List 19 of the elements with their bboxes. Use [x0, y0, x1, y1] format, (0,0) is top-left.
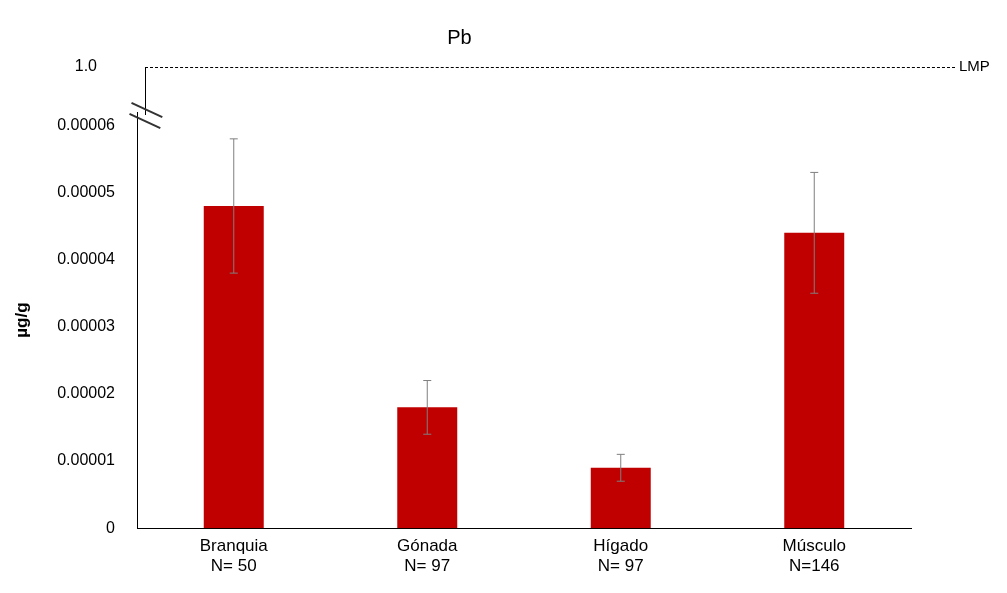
y-tick-label: 0.00006: [57, 115, 116, 133]
bar: [784, 232, 845, 529]
x-tick-label: Hígado N= 97: [593, 536, 649, 576]
text: 1.0: [74, 57, 98, 75]
y-tick-label: 0.00003: [57, 317, 116, 335]
y-tick-label: 0: [106, 518, 116, 536]
x-tick-label: Músculo N=146: [782, 536, 846, 576]
bar: [203, 205, 264, 529]
text: LMP: [959, 57, 990, 75]
y-tick-label: 0.00001: [57, 451, 116, 469]
y-axis-title: µg/g: [11, 302, 31, 338]
y-tick-label: 0.00005: [57, 182, 116, 200]
y-tick-label: 0.00004: [57, 250, 116, 268]
x-tick-label: Gónada N= 97: [397, 536, 459, 576]
bar: [397, 407, 458, 529]
chart-title: Pb: [447, 25, 472, 48]
y-tick-label: 0.00002: [57, 384, 116, 402]
x-tick-label: Branquia N= 50: [199, 536, 269, 576]
bar: [590, 467, 651, 529]
